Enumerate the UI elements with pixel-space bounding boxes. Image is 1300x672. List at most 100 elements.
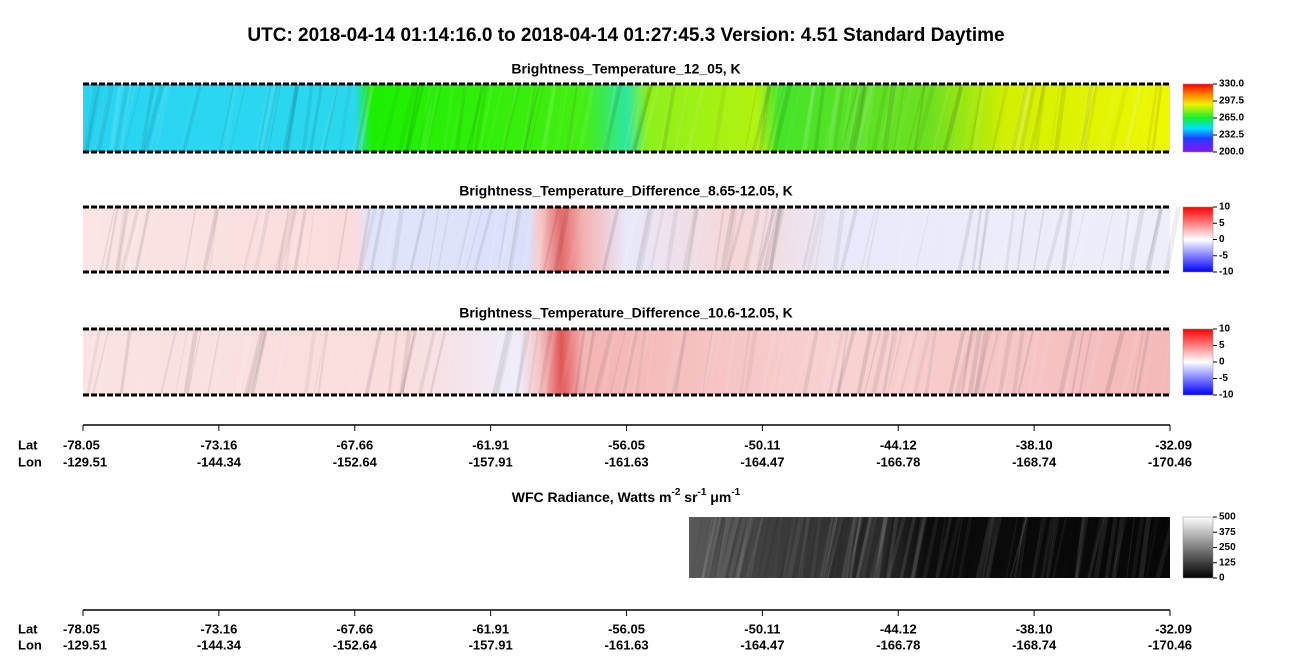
swath-texture bbox=[751, 84, 772, 152]
swath-texture bbox=[1018, 517, 1034, 578]
swath-texture bbox=[1001, 329, 1019, 395]
swath-texture bbox=[766, 84, 785, 152]
lon-tick-label: -129.51 bbox=[63, 454, 107, 469]
swath-texture bbox=[784, 84, 803, 152]
swath-texture bbox=[1132, 207, 1151, 272]
swath-texture bbox=[543, 329, 555, 395]
swath-texture bbox=[398, 329, 412, 395]
swath-texture bbox=[140, 84, 156, 152]
swath-texture bbox=[779, 517, 796, 578]
swath-texture bbox=[745, 84, 764, 152]
swath-texture bbox=[602, 84, 623, 152]
lon-tick-label: -168.74 bbox=[1012, 454, 1057, 469]
swath-texture bbox=[142, 84, 165, 152]
swath-texture bbox=[913, 84, 926, 152]
swath-texture bbox=[1045, 517, 1057, 578]
swath-texture bbox=[601, 329, 616, 395]
swath-texture bbox=[925, 517, 938, 578]
swath-texture bbox=[690, 207, 706, 272]
swath-texture bbox=[839, 207, 859, 272]
swath-texture bbox=[810, 517, 822, 578]
swath-texture bbox=[875, 517, 888, 578]
swath-texture bbox=[960, 329, 974, 395]
swath-texture bbox=[601, 207, 621, 272]
swath-texture bbox=[822, 84, 841, 152]
swath-texture bbox=[975, 517, 994, 578]
swath-texture bbox=[593, 329, 615, 395]
swath-texture bbox=[707, 517, 725, 578]
swath-texture bbox=[1110, 517, 1128, 578]
swath-texture bbox=[1083, 84, 1099, 152]
swath-texture bbox=[1071, 517, 1090, 578]
swath-texture bbox=[715, 517, 731, 578]
swath-texture bbox=[487, 207, 500, 272]
swath-texture bbox=[574, 329, 587, 395]
swath-texture bbox=[877, 84, 896, 152]
swath-texture bbox=[706, 517, 722, 578]
swath-texture bbox=[533, 207, 548, 272]
swath-texture bbox=[964, 329, 982, 395]
swath-texture bbox=[719, 207, 736, 272]
swath-texture bbox=[1015, 84, 1031, 152]
swath-texture bbox=[685, 207, 700, 272]
swath-texture bbox=[187, 207, 207, 272]
swath-texture bbox=[883, 517, 895, 578]
swath-texture bbox=[1009, 517, 1019, 578]
lat-tick-label: -61.91 bbox=[472, 437, 509, 452]
swath-texture bbox=[954, 329, 977, 395]
swath-texture bbox=[905, 84, 926, 152]
swath-texture bbox=[317, 329, 329, 395]
swath-texture bbox=[95, 84, 115, 152]
swath-texture bbox=[254, 84, 271, 152]
swath-texture bbox=[801, 329, 820, 395]
swath-texture bbox=[639, 84, 661, 152]
colorbar-tick-label: 10 bbox=[1219, 324, 1231, 335]
swath-texture bbox=[941, 517, 957, 578]
swath-texture bbox=[743, 329, 758, 395]
swath-texture bbox=[942, 84, 965, 152]
swath-texture bbox=[577, 84, 596, 152]
swath-texture bbox=[771, 517, 785, 578]
colorbar-tick-label: 5 bbox=[1219, 218, 1225, 229]
swath-texture bbox=[1085, 329, 1103, 395]
swath-texture bbox=[986, 329, 1007, 395]
swath-texture bbox=[884, 517, 894, 578]
swath-texture bbox=[337, 84, 352, 152]
swath-texture bbox=[880, 84, 902, 152]
swath-texture bbox=[1129, 207, 1145, 272]
swath-texture bbox=[750, 517, 766, 578]
swath-texture bbox=[801, 84, 816, 152]
swath-texture bbox=[639, 207, 655, 272]
panel-title: WFC Radiance, Watts m-2 sr-1 μm-1 bbox=[512, 487, 741, 505]
swath-texture bbox=[991, 207, 1004, 272]
swath-texture bbox=[776, 329, 793, 395]
swath-texture bbox=[515, 329, 527, 395]
swath-texture bbox=[886, 517, 899, 578]
swath-texture bbox=[918, 517, 936, 578]
swath-texture bbox=[416, 84, 436, 152]
swath-texture bbox=[842, 84, 865, 152]
swath-texture bbox=[1093, 517, 1113, 578]
swath-texture bbox=[486, 207, 502, 272]
swath-texture bbox=[1030, 517, 1047, 578]
swath-texture bbox=[507, 207, 521, 272]
swath-texture bbox=[883, 329, 899, 395]
lat-tick-label: -78.05 bbox=[63, 437, 100, 452]
swath-texture bbox=[1069, 207, 1087, 272]
swath-texture bbox=[882, 517, 895, 578]
swath-texture bbox=[308, 84, 324, 152]
swath-texture bbox=[835, 517, 846, 578]
swath-texture bbox=[979, 517, 996, 578]
swath-texture bbox=[614, 207, 634, 272]
colorbar-tick-label: -5 bbox=[1219, 373, 1228, 384]
swath-texture bbox=[555, 84, 569, 152]
swath-texture bbox=[522, 84, 538, 152]
swath-texture bbox=[283, 207, 297, 272]
swath-texture bbox=[748, 207, 767, 272]
lat-tick-label: -50.11 bbox=[744, 621, 780, 636]
swath-texture bbox=[1057, 517, 1075, 578]
swath-texture bbox=[501, 84, 522, 152]
swath-texture bbox=[826, 517, 843, 578]
swath-texture bbox=[726, 517, 739, 578]
swath-texture bbox=[380, 207, 399, 272]
